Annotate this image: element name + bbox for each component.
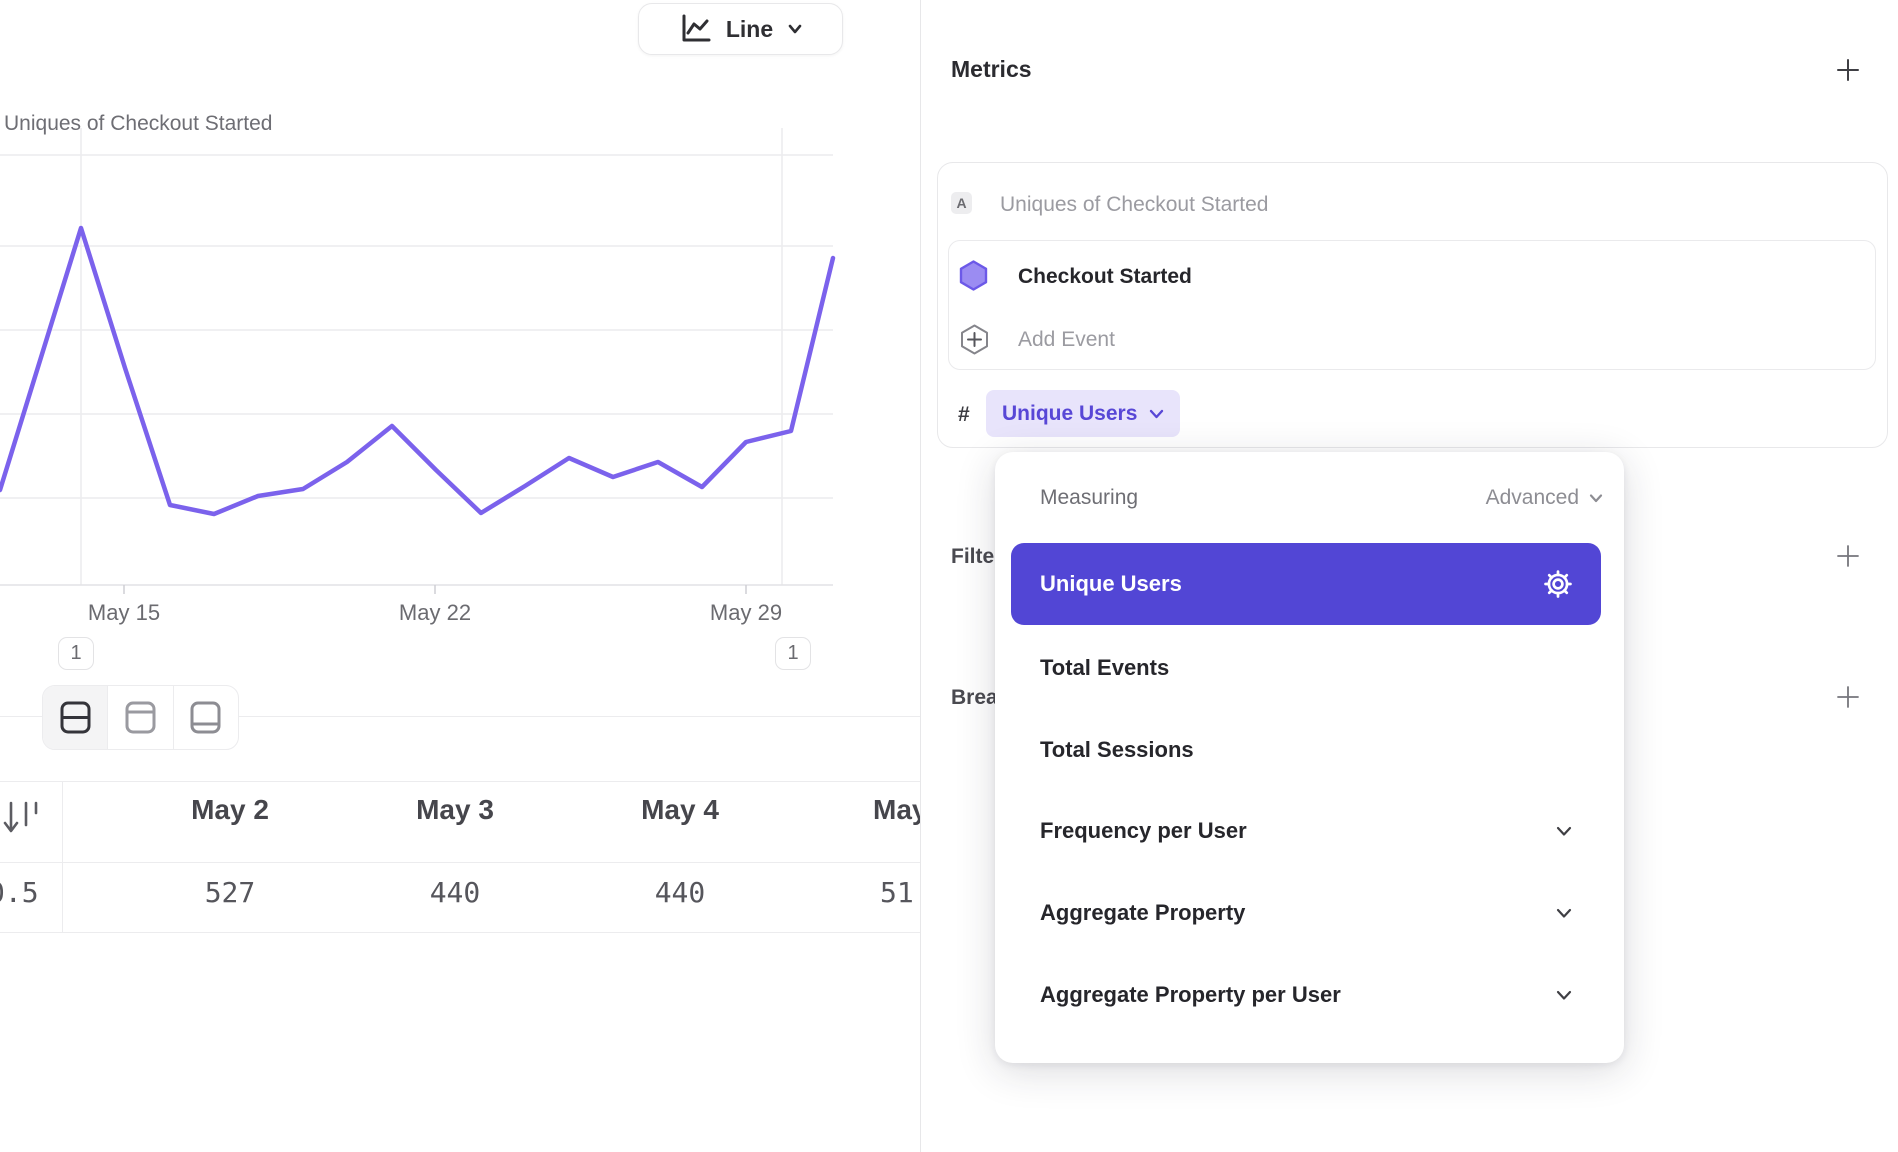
add-metric-button[interactable] <box>1835 57 1861 83</box>
sort-descending-icon[interactable] <box>2 798 42 840</box>
annotation-marker[interactable]: 1 <box>775 637 811 670</box>
add-filter-button[interactable] <box>1835 543 1861 569</box>
chevron-down-icon <box>1556 908 1572 918</box>
chart-view-icon <box>125 701 156 734</box>
x-axis-tick-label: May 15 <box>88 600 160 625</box>
item-label: Frequency per User <box>1040 818 1247 843</box>
x-axis-tick-label: May 22 <box>399 600 471 625</box>
measurement-chip[interactable]: Unique Users <box>986 390 1181 437</box>
add-event-label[interactable]: Add Event <box>1018 328 1115 351</box>
metric-letter-badge: A <box>951 192 972 214</box>
table-cell-may3: 440 <box>429 876 481 909</box>
chart-type-button[interactable]: Line <box>638 3 843 55</box>
dropdown-item-unique-users-selected[interactable]: Unique Users <box>1011 543 1601 625</box>
dropdown-item-total-events[interactable]: Total Events <box>1011 628 1601 708</box>
toggle-split-view[interactable] <box>43 686 108 749</box>
dropdown-header-label: Measuring <box>1040 486 1139 509</box>
chart-type-label: Line <box>725 15 774 42</box>
dropdown-item-total-sessions[interactable]: Total Sessions <box>1011 710 1601 790</box>
advanced-label: Advanced <box>1485 486 1579 509</box>
metric-name-label: Uniques of Checkout Started <box>1000 193 1269 216</box>
gear-icon[interactable] <box>1541 567 1575 601</box>
chart-title: Uniques of Checkout Started <box>4 112 273 135</box>
line-chart-svg: May 15 May 22 May 29 <box>0 128 836 625</box>
table-header-may3[interactable]: May 3 <box>416 794 494 825</box>
table-header-may2[interactable]: May 2 <box>191 794 269 825</box>
section-divider <box>0 716 920 717</box>
item-label: Total Events <box>1040 655 1170 680</box>
series-line <box>0 225 836 517</box>
dropdown-item-frequency-per-user[interactable]: Frequency per User <box>1011 791 1601 871</box>
line-chart-icon <box>682 14 711 42</box>
annotation-marker[interactable]: 1 <box>58 637 94 670</box>
table-header-may5-truncated[interactable]: May <box>873 794 920 825</box>
toggle-chart-view[interactable] <box>107 686 172 749</box>
plus-icon <box>1837 545 1859 567</box>
x-axis-tick-label: May 29 <box>710 600 782 625</box>
plus-icon <box>1837 59 1859 81</box>
table-cell-may5-truncated: 51 <box>880 876 914 909</box>
chevron-down-icon <box>1589 494 1603 503</box>
table-bottom-border <box>0 932 920 933</box>
add-event-icon[interactable] <box>960 324 989 355</box>
measurement-chip-label: Unique Users <box>1002 401 1138 425</box>
plus-icon <box>1837 686 1859 708</box>
table-cell-may2: 527 <box>204 876 256 909</box>
view-layout-toggle <box>42 685 239 750</box>
add-breakdown-button[interactable] <box>1835 684 1861 710</box>
table-view-icon <box>190 701 221 734</box>
item-label: Total Sessions <box>1040 737 1194 762</box>
dropdown-item-aggregate-property-per-user[interactable]: Aggregate Property per User <box>1011 955 1601 1035</box>
advanced-mode-selector[interactable]: Advanced <box>1420 486 1605 510</box>
selected-item-label: Unique Users <box>1040 571 1182 596</box>
table-row-label-truncated: 0.5 <box>0 876 38 909</box>
table-column-divider <box>62 781 63 932</box>
line-chart[interactable]: May 15 May 22 May 29 <box>0 128 850 628</box>
chevron-down-icon <box>1556 826 1572 836</box>
split-view-icon <box>60 701 91 734</box>
dropdown-item-aggregate-property[interactable]: Aggregate Property <box>1011 873 1601 953</box>
item-label: Aggregate Property per User <box>1040 982 1341 1007</box>
chevron-down-icon <box>788 24 802 34</box>
panel-divider <box>920 0 921 1152</box>
event-hexagon-icon <box>959 260 988 291</box>
chevron-down-icon <box>1150 409 1164 419</box>
event-card <box>948 240 1876 370</box>
measurement-hash-symbol: # <box>958 403 970 426</box>
event-name-label[interactable]: Checkout Started <box>1018 265 1192 288</box>
chevron-down-icon <box>1556 990 1572 1000</box>
toggle-table-view[interactable] <box>172 686 238 749</box>
item-label: Aggregate Property <box>1040 900 1246 925</box>
table-header-may4[interactable]: May 4 <box>641 794 719 825</box>
table-header-divider <box>0 862 920 863</box>
table-top-border <box>0 781 920 782</box>
table-cell-may4: 440 <box>654 876 706 909</box>
metrics-section-title: Metrics <box>951 56 1032 82</box>
